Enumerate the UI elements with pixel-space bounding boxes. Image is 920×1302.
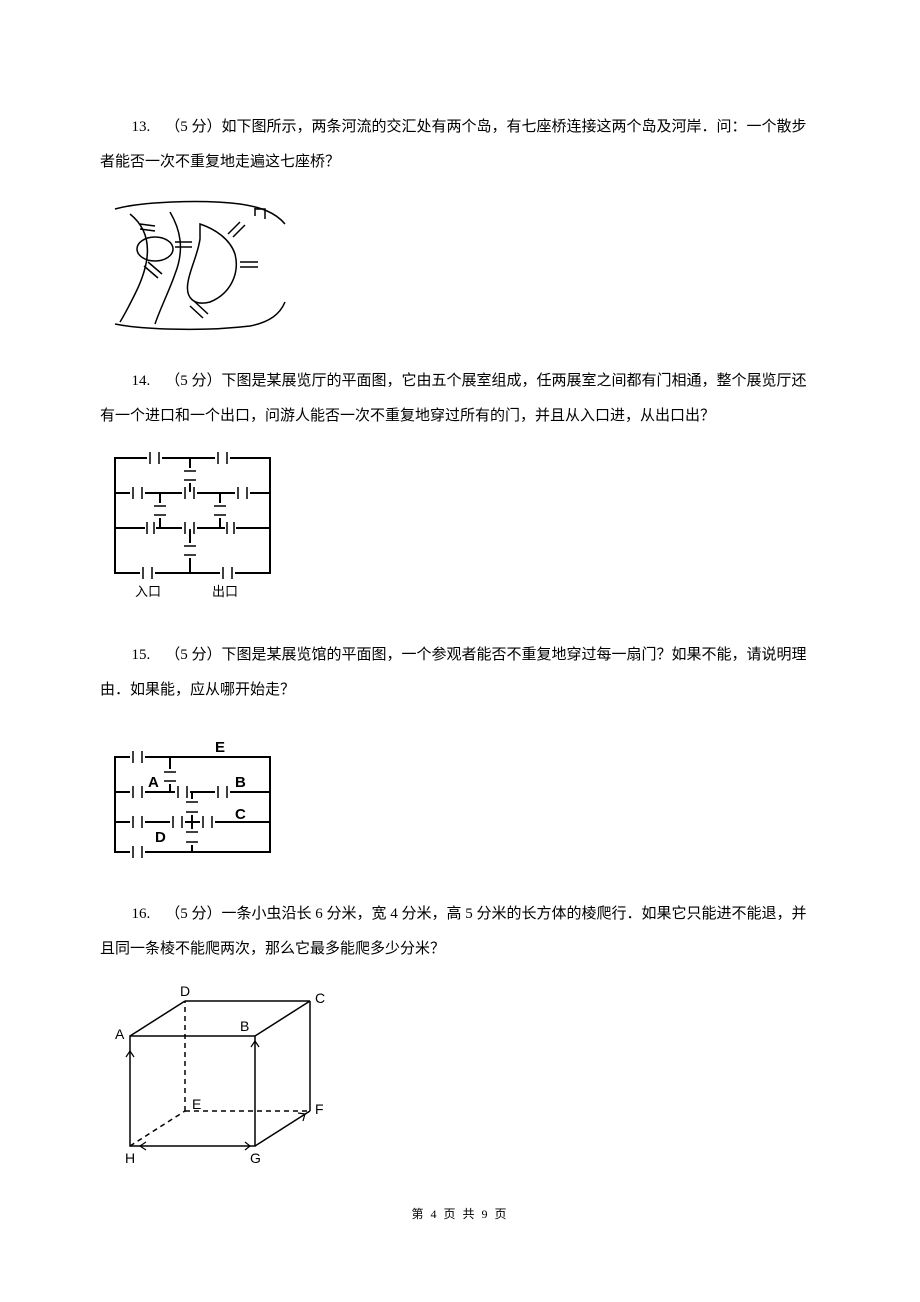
label-D: D xyxy=(155,829,166,846)
footer-prefix: 第 xyxy=(411,1207,430,1221)
figure-13 xyxy=(100,194,820,334)
label-C: C xyxy=(315,990,325,1006)
figure-16: A B C D E F G H xyxy=(100,981,820,1171)
page-footer: 第 4 页 共 9 页 xyxy=(100,1201,820,1229)
label-E: E xyxy=(215,739,225,756)
question-points: （5 分） xyxy=(165,647,221,663)
label-C: C xyxy=(235,806,246,823)
label-F: F xyxy=(315,1101,324,1117)
footer-mid: 页 共 xyxy=(438,1207,481,1221)
question-13: 13. （5 分）如下图所示，两条河流的交汇处有两个岛，有七座桥连接这两个岛及河… xyxy=(100,110,820,179)
question-number: 16. xyxy=(132,906,151,922)
floorplan-15: E A B D C xyxy=(100,737,290,867)
figure-14: 入口 出口 xyxy=(100,448,820,608)
label-G: G xyxy=(250,1150,261,1166)
footer-suffix: 页 xyxy=(490,1207,509,1221)
entrance-label: 入口 xyxy=(135,584,161,599)
footer-total: 9 xyxy=(482,1207,490,1221)
question-points: （5 分） xyxy=(165,373,221,389)
question-number: 15. xyxy=(132,647,151,663)
cuboid-diagram: A B C D E F G H xyxy=(100,981,340,1171)
label-A: A xyxy=(115,1026,125,1042)
question-14: 14. （5 分）下图是某展览厅的平面图，它由五个展室组成，任两展室之间都有门相… xyxy=(100,364,820,433)
question-points: （5 分） xyxy=(165,119,221,135)
exit-label: 出口 xyxy=(212,584,238,599)
label-D: D xyxy=(180,983,190,999)
floorplan-14: 入口 出口 xyxy=(100,448,290,608)
label-E: E xyxy=(192,1096,201,1112)
question-16: 16. （5 分）一条小虫沿长 6 分米，宽 4 分米，高 5 分米的长方体的棱… xyxy=(100,897,820,966)
bridges-diagram xyxy=(100,194,300,334)
figure-15: E A B D C xyxy=(100,737,820,867)
label-H: H xyxy=(125,1150,135,1166)
question-number: 13. xyxy=(132,119,151,135)
label-B: B xyxy=(240,1018,249,1034)
question-points: （5 分） xyxy=(165,906,221,922)
question-15: 15. （5 分）下图是某展览馆的平面图，一个参观者能否不重复地穿过每一扇门？如… xyxy=(100,638,820,707)
question-number: 14. xyxy=(132,373,151,389)
label-B: B xyxy=(235,774,246,791)
label-A: A xyxy=(148,774,159,791)
